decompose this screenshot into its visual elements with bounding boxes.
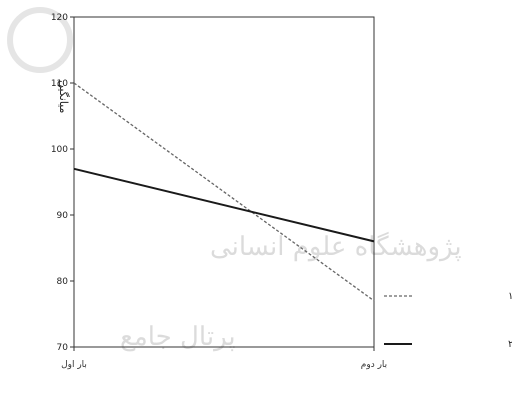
- y-tick-label: 90: [57, 211, 69, 221]
- plot-frame: [73, 16, 375, 348]
- watermark-emblem: [7, 7, 73, 73]
- y-tick-label: 120: [51, 13, 68, 23]
- legend-label-1: گروه آزمایشی ۱: [508, 289, 512, 302]
- y-tick-label: 100: [51, 145, 68, 155]
- y-tick-label: 80: [57, 277, 69, 287]
- x-axis-ticks: بار اول بار دوم: [61, 347, 387, 370]
- legend: گروه آزمایشی ۱ گروه آزمایشی ۲: [384, 289, 512, 350]
- y-tick-label: 110: [51, 79, 68, 89]
- x-tick-label: بار اول: [61, 360, 87, 370]
- watermark-line-1: پژوهشگاه علوم انسانی: [210, 231, 462, 262]
- series-lines: [73, 82, 375, 302]
- x-tick-label: بار دوم: [361, 360, 387, 370]
- y-axis-ticks: 70 80 90 100 110 120: [51, 13, 74, 353]
- legend-label-2: گروه آزمایشی ۲: [508, 337, 512, 350]
- series-line-1: [73, 82, 375, 302]
- series-line-2: [73, 167, 375, 243]
- watermark: پژوهشگاه علوم انسانی پرتال جامع: [7, 7, 462, 352]
- y-axis-label: میانگین: [57, 80, 70, 114]
- y-tick-label: 70: [57, 343, 69, 353]
